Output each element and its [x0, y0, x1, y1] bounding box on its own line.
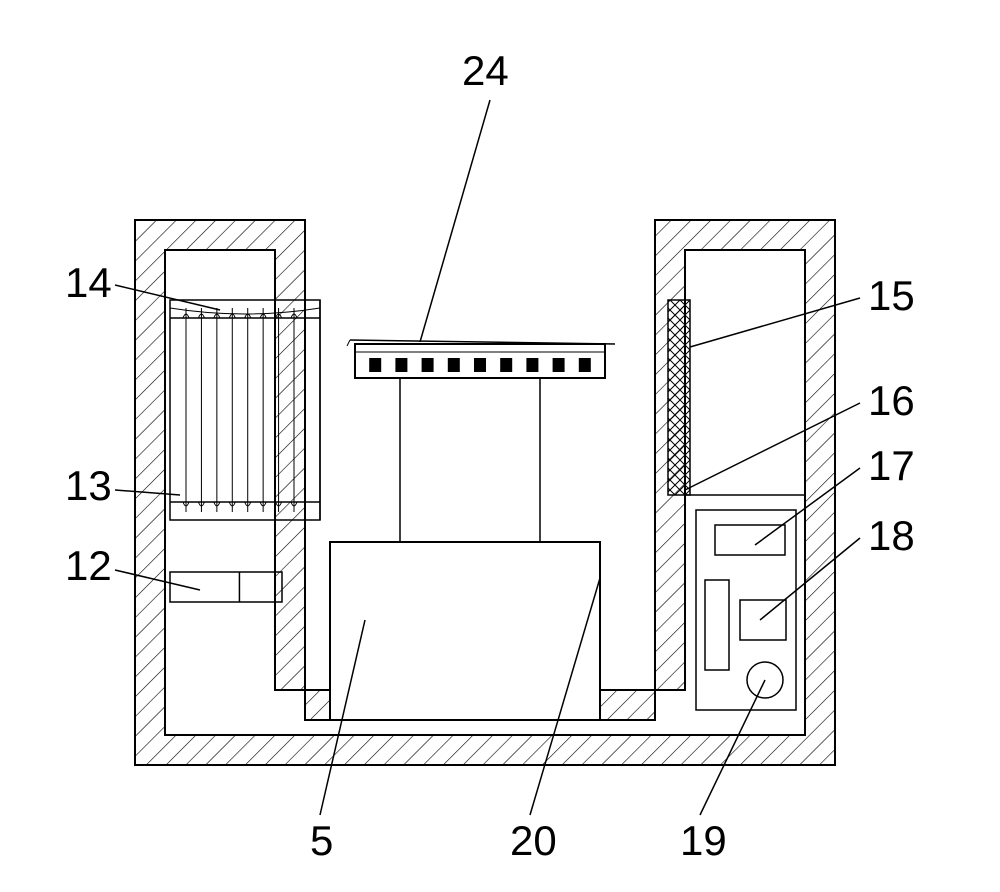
label-14: 14: [65, 259, 112, 306]
label-19: 19: [680, 817, 727, 864]
diagram-svg: 24 14 13 12 15 16 17 18 5 20 19: [0, 0, 1000, 892]
label-20: 20: [510, 817, 557, 864]
label-16: 16: [868, 377, 915, 424]
label-17: 17: [868, 442, 915, 489]
label-18: 18: [868, 512, 915, 559]
label-15: 15: [868, 272, 915, 319]
label-12: 12: [65, 542, 112, 589]
label-13: 13: [65, 462, 112, 509]
label-24: 24: [462, 47, 509, 94]
main-group: 24 14 13 12 15 16 17 18 5 20 19: [65, 47, 915, 864]
leader-24: [420, 100, 490, 342]
leader-14: [115, 285, 220, 310]
label-5: 5: [310, 817, 333, 864]
diagram-container: 24 14 13 12 15 16 17 18 5 20 19: [0, 0, 1000, 892]
